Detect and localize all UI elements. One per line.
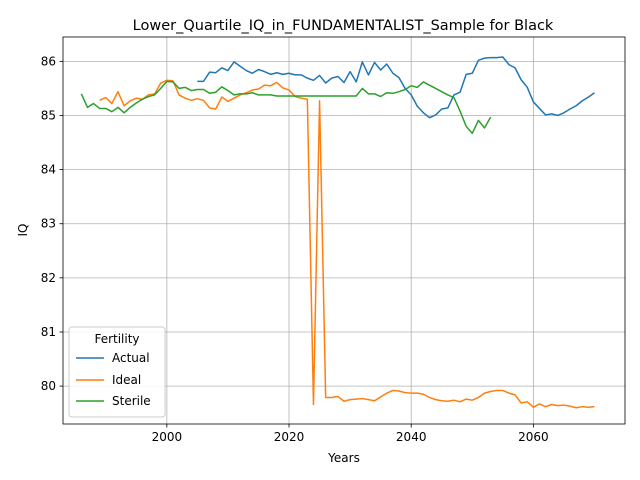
legend-label-ideal: Ideal — [112, 373, 141, 387]
legend-label-actual: Actual — [112, 351, 150, 365]
x-tick-label: 2060 — [518, 430, 549, 444]
series-line-sterile — [80, 80, 492, 135]
x-tick-label: 2000 — [152, 430, 183, 444]
y-tick-label: 81 — [41, 325, 56, 339]
x-tick-label: 2040 — [396, 430, 427, 444]
chart-title: Lower_Quartile_IQ_in_FUNDAMENTALIST_Samp… — [133, 18, 554, 34]
y-tick-label: 85 — [41, 108, 56, 122]
series-line-actual — [197, 56, 595, 119]
x-tick-label: 2020 — [274, 430, 305, 444]
y-tick-label: 80 — [41, 379, 56, 393]
y-tick-label: 84 — [41, 163, 56, 177]
legend-box — [68, 326, 166, 418]
legend-label-sterile: Sterile — [112, 394, 151, 408]
series-lines — [80, 56, 595, 409]
y-tick-label: 86 — [41, 54, 56, 68]
y-axis-label: IQ — [16, 224, 30, 237]
y-tick-label: 82 — [41, 271, 56, 285]
legend: Fertility Actual Ideal Sterile — [68, 326, 166, 418]
grid-lines — [63, 37, 625, 424]
plot-frame — [62, 36, 626, 425]
y-tick-label: 83 — [41, 217, 56, 231]
legend-title: Fertility — [94, 332, 139, 346]
series-line-ideal — [99, 79, 595, 409]
axis-ticks: 2000 2020 2040 2060 80 81 82 83 84 85 86 — [41, 54, 549, 444]
x-axis-label: Years — [327, 451, 360, 465]
